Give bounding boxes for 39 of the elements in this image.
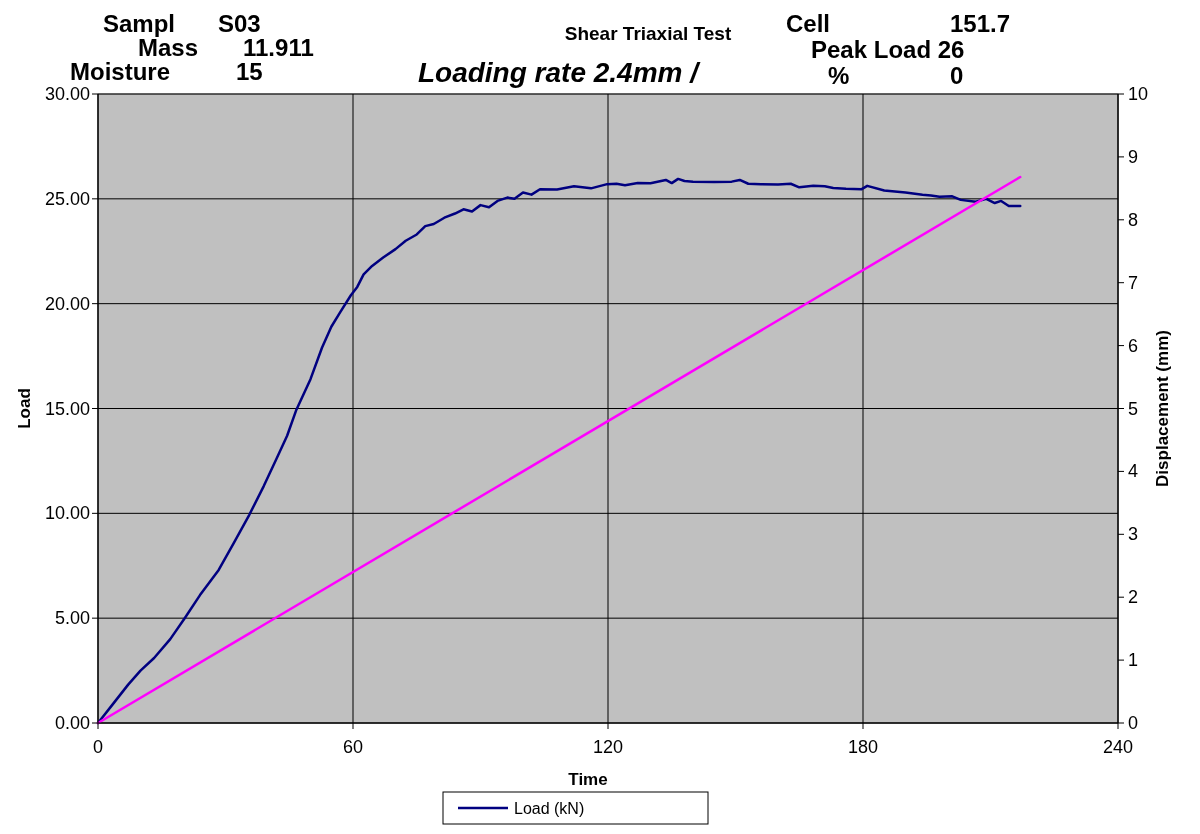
y-tick-label: 5.00: [54, 608, 90, 629]
text: 151.7: [950, 10, 1011, 37]
y-tick-label: 0.00: [54, 713, 90, 733]
text: 15: [236, 58, 263, 85]
x-tick-label: 60: [342, 737, 364, 757]
text: Cell: [786, 10, 831, 37]
y2-tick-label: 0: [1128, 713, 1139, 733]
y2-tick-label: 8: [1128, 209, 1139, 230]
y2-tick-label: 6: [1128, 335, 1139, 356]
text: Peak Load 26: [811, 36, 965, 63]
y-tick-label: 10.00: [44, 503, 90, 524]
y-tick-label: 30.00: [44, 84, 90, 104]
y2-tick-label: 7: [1128, 272, 1139, 293]
text: Sampl: [103, 10, 176, 37]
text: 11.911: [243, 34, 314, 61]
text: %: [828, 62, 850, 89]
x-tick-label: 0: [92, 737, 104, 757]
y-tick-label: 25.00: [44, 188, 90, 209]
y2-axis-title: Displacement (mm): [1153, 330, 1172, 487]
x-tick-label: 120: [592, 737, 624, 757]
y2-tick-label: 9: [1128, 146, 1139, 167]
text: Moisture: [70, 58, 171, 85]
y2-tick-label: 5: [1128, 398, 1139, 419]
y2-tick-label: 3: [1128, 524, 1139, 545]
y2-tick-label: 4: [1128, 461, 1139, 482]
text: 0: [950, 62, 964, 89]
x-tick-label: 180: [847, 737, 879, 757]
x-tick-label: 240: [1102, 737, 1134, 757]
y-axis-title: Load: [15, 388, 34, 429]
chart-subtitle: Loading rate 2.4mm /: [417, 57, 702, 88]
y-tick-label: 15.00: [44, 398, 90, 419]
y2-tick-label: 10: [1128, 84, 1149, 104]
x-axis-title: Time: [568, 770, 608, 789]
y2-tick-label: 2: [1128, 587, 1139, 608]
text: S03: [218, 10, 261, 37]
legend-label: Load (kN): [514, 800, 585, 817]
chart-title: Shear Triaxial Test: [564, 23, 732, 44]
y-tick-label: 20.00: [44, 293, 90, 314]
y2-tick-label: 1: [1128, 650, 1139, 671]
